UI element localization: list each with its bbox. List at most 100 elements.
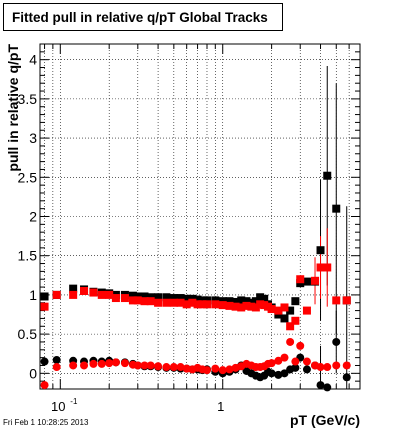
data-point-circle: [302, 357, 311, 366]
data-point-square: [256, 300, 265, 309]
data-point-square: [89, 288, 98, 297]
data-point-circle: [69, 361, 78, 370]
data-point-circle: [280, 369, 289, 378]
data-point-circle: [332, 337, 341, 346]
data-point-circle: [291, 357, 300, 366]
data-point-square: [242, 297, 251, 306]
data-point-circle: [274, 356, 283, 365]
data-point-circle: [316, 381, 325, 390]
data-point-square: [188, 298, 197, 307]
data-point-square: [105, 290, 114, 299]
data-point-square: [260, 294, 269, 303]
data-point-square: [111, 294, 120, 303]
data-point-circle: [105, 359, 114, 368]
data-point-square: [302, 277, 311, 286]
data-point-square: [237, 303, 246, 312]
y-tick-label: 3: [29, 130, 37, 146]
timestamp: Fri Feb 1 10:28:25 2013: [3, 418, 89, 427]
data-point-square: [198, 300, 207, 309]
data-point-square: [225, 297, 234, 306]
x-tick-label: 10: [51, 399, 65, 414]
data-point-square: [302, 306, 311, 315]
data-point-circle: [40, 381, 49, 390]
y-tick-label: 0.5: [18, 326, 38, 342]
data-point-circle: [296, 341, 305, 350]
y-tick-label: 1: [29, 287, 37, 303]
data-point-square: [40, 302, 49, 311]
data-point-square: [291, 316, 300, 325]
data-point-square: [323, 171, 332, 180]
data-point-square: [218, 301, 227, 310]
data-point-square: [202, 300, 211, 309]
x-axis-label: pT (GeV/c): [290, 412, 360, 428]
y-axis-label: pull in relative q/pT: [5, 44, 21, 172]
error-bars: [314, 65, 348, 389]
data-point-square: [231, 297, 240, 306]
data-point-circle: [302, 365, 311, 374]
data-point-square: [176, 294, 185, 303]
data-point-circle: [274, 370, 283, 379]
chart-title: Fitted pull in relative q/pT Global Trac…: [3, 3, 283, 31]
data-point-square: [162, 298, 171, 307]
data-point-circle: [52, 363, 61, 372]
data-point-square: [256, 293, 265, 302]
y-tick-label: 0: [29, 365, 37, 381]
data-point-circle: [218, 366, 227, 375]
y-tick-label: 2.5: [18, 169, 38, 185]
data-point-square: [69, 284, 78, 293]
data-point-circle: [267, 369, 276, 378]
data-point-square: [128, 291, 137, 300]
data-point-square: [169, 294, 178, 303]
data-point-square: [332, 204, 341, 213]
data-point-square: [251, 297, 260, 306]
data-point-square: [182, 294, 191, 303]
x-tick-label-exponent: -1: [70, 397, 78, 406]
data-point-square: [280, 303, 289, 312]
data-point-circle: [120, 359, 129, 368]
data-point-circle: [267, 359, 276, 368]
data-markers: [40, 171, 351, 392]
data-point-circle: [140, 361, 149, 370]
data-point-square: [182, 300, 191, 309]
data-point-circle: [225, 365, 234, 374]
data-point-square: [128, 296, 137, 305]
data-point-square: [225, 301, 234, 310]
data-point-circle: [89, 359, 98, 368]
data-point-square: [280, 314, 289, 323]
data-point-circle: [162, 363, 171, 372]
data-point-circle: [111, 358, 120, 367]
data-point-circle: [52, 355, 61, 364]
data-point-square: [251, 303, 260, 312]
y-tick-label: 2: [29, 209, 37, 225]
data-point-square: [231, 302, 240, 311]
data-point-circle: [280, 353, 289, 362]
data-point-square: [140, 297, 149, 306]
data-point-square: [332, 296, 341, 305]
label-layer: 0 0.5 1 1.5 2 2.5 3 3.5 4 10 -1 1 pT (GeV/c) pull in …: [5, 44, 360, 428]
data-point-circle: [146, 361, 155, 370]
data-point-square: [286, 306, 295, 315]
data-point-square: [120, 294, 129, 303]
data-point-square: [193, 300, 202, 309]
data-point-circle: [342, 373, 351, 382]
data-point-circle: [342, 361, 351, 370]
data-point-square: [162, 293, 171, 302]
data-point-square: [133, 296, 142, 305]
data-point-square: [154, 298, 163, 307]
data-point-square: [323, 263, 332, 272]
data-point-square: [316, 263, 325, 272]
data-point-circle: [323, 363, 332, 372]
data-point-square: [176, 298, 185, 307]
data-point-square: [211, 300, 220, 309]
data-point-circle: [176, 363, 185, 372]
data-point-square: [146, 297, 155, 306]
data-point-square: [316, 246, 325, 255]
data-point-circle: [133, 361, 142, 370]
data-point-square: [247, 302, 256, 311]
data-point-circle: [332, 361, 341, 370]
data-point-square: [286, 322, 295, 331]
data-point-square: [69, 290, 78, 299]
data-point-square: [274, 306, 283, 315]
data-point-square: [342, 296, 351, 305]
